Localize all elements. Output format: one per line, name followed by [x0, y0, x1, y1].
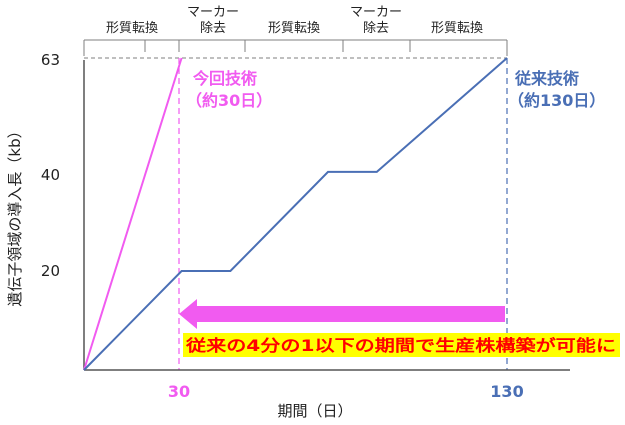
phase-label-4-line2: 除去: [363, 21, 389, 36]
phase-label-3: 形質転換: [268, 21, 320, 36]
phase-label-4-line1: マーカー: [350, 5, 402, 20]
phase-label-5: 形質転換: [431, 21, 483, 36]
comparison-arrow: [179, 299, 505, 329]
phase-label-1: 形質転換: [106, 21, 158, 36]
phase-label-2-line2: 除去: [200, 21, 226, 36]
y-tick-40: 40: [41, 166, 60, 184]
y-axis-title: 遺伝子領域の導入長（kb）: [6, 123, 24, 306]
x-tick-130: 130: [490, 382, 523, 401]
y-tick-63: 63: [41, 51, 60, 69]
label-old-line1: 従来技術: [514, 69, 579, 88]
phase-label-2: マーカー除去: [187, 5, 239, 36]
phase-label-2-line1: マーカー: [187, 5, 239, 20]
label-new-line2: （約30日）: [186, 91, 272, 110]
x-tick-30: 30: [168, 382, 190, 401]
series-line-new: [84, 58, 182, 370]
label-old-line2: （約130日）: [508, 91, 605, 110]
label-new-line1: 今回技術: [192, 69, 257, 88]
phase-label-4: マーカー除去: [350, 5, 402, 36]
highlight-text: 従来の4分の1以下の期間で生産株構築が可能に: [185, 336, 616, 355]
series-line-old: [84, 58, 507, 370]
x-axis-title: 期間（日）: [277, 402, 352, 420]
y-tick-20: 20: [41, 262, 60, 280]
